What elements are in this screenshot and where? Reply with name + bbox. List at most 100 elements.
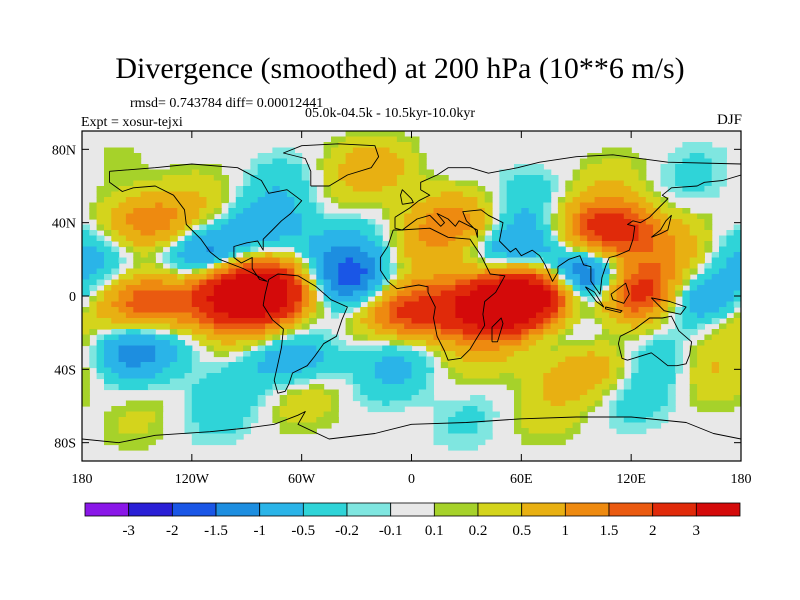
field-cell bbox=[82, 389, 90, 396]
field-cell bbox=[704, 268, 720, 275]
colorbar-swatch bbox=[521, 502, 566, 517]
field-cell bbox=[623, 180, 647, 187]
field-cell bbox=[536, 219, 544, 226]
field-cell bbox=[543, 384, 596, 391]
field-cell bbox=[579, 164, 588, 171]
field-cell bbox=[323, 263, 339, 270]
field-cell bbox=[689, 224, 705, 231]
field-cell bbox=[82, 323, 171, 330]
field-cell bbox=[360, 384, 427, 391]
field-cell bbox=[462, 356, 508, 363]
field-cell bbox=[96, 312, 127, 319]
field-cell bbox=[82, 312, 98, 319]
field-cell bbox=[631, 378, 676, 385]
field-cell bbox=[133, 252, 142, 259]
field-cell bbox=[719, 323, 727, 330]
field-cell bbox=[675, 147, 727, 154]
field-cell bbox=[184, 279, 200, 286]
field-cell bbox=[111, 208, 134, 215]
field-cell bbox=[323, 175, 339, 182]
field-cell bbox=[279, 400, 288, 407]
field-cell bbox=[418, 158, 427, 165]
field-cell bbox=[191, 384, 273, 391]
field-cell bbox=[374, 373, 413, 380]
field-cell bbox=[352, 186, 383, 193]
field-cell bbox=[477, 263, 508, 270]
field-cell bbox=[111, 230, 120, 237]
x-tick-label: 0 bbox=[408, 472, 415, 487]
field-cell bbox=[704, 186, 720, 193]
field-cell bbox=[616, 301, 625, 308]
field-cell bbox=[177, 252, 230, 259]
field-cell bbox=[697, 395, 735, 402]
field-cell bbox=[601, 147, 632, 154]
field-cell bbox=[638, 307, 654, 314]
colorbar-label: 2 bbox=[649, 523, 657, 539]
field-cell bbox=[213, 208, 222, 215]
colorbar-label: 3 bbox=[693, 523, 701, 539]
field-cell bbox=[719, 268, 741, 275]
field-cell bbox=[331, 400, 339, 407]
field-cell bbox=[682, 279, 691, 286]
field-cell bbox=[396, 268, 413, 275]
field-cell bbox=[331, 395, 339, 402]
field-cell bbox=[191, 301, 215, 308]
field-cell bbox=[455, 340, 522, 347]
field-cell bbox=[309, 235, 369, 242]
field-cell bbox=[374, 296, 383, 303]
field-cell bbox=[579, 279, 596, 286]
field-cell bbox=[169, 378, 200, 385]
field-cell bbox=[697, 235, 713, 242]
field-cell bbox=[675, 307, 683, 314]
field-cell bbox=[653, 307, 669, 314]
x-tick-label: 60E bbox=[510, 472, 533, 487]
field-cell bbox=[389, 268, 398, 275]
field-cell bbox=[667, 213, 698, 220]
field-cell bbox=[272, 318, 281, 325]
field-cell bbox=[279, 428, 317, 435]
field-cell bbox=[360, 279, 369, 286]
field-cell bbox=[433, 351, 442, 358]
coastline bbox=[585, 286, 605, 308]
field-cell bbox=[331, 191, 442, 198]
field-cell bbox=[111, 191, 142, 198]
field-cell bbox=[543, 389, 588, 396]
field-cell bbox=[169, 235, 178, 242]
field-cell bbox=[557, 340, 596, 347]
field-cell bbox=[309, 384, 325, 391]
field-cell bbox=[543, 257, 559, 264]
field-cell bbox=[689, 389, 698, 396]
field-cell bbox=[536, 252, 588, 259]
field-cell bbox=[96, 202, 120, 209]
field-cell bbox=[294, 334, 325, 341]
field-cell bbox=[675, 252, 698, 259]
field-cell bbox=[653, 191, 661, 198]
field-cell bbox=[543, 395, 581, 402]
field-cell bbox=[104, 439, 156, 446]
field-cell bbox=[279, 406, 332, 413]
field-cell bbox=[279, 274, 295, 281]
field-cell bbox=[426, 356, 434, 363]
field-cell bbox=[243, 345, 251, 352]
field-cell bbox=[345, 318, 354, 325]
field-cell bbox=[660, 274, 676, 281]
field-cell bbox=[616, 285, 625, 292]
field-cell bbox=[572, 268, 596, 275]
field-cell bbox=[235, 257, 251, 264]
field-cell bbox=[243, 191, 266, 198]
field-cell bbox=[228, 202, 237, 209]
field-cell bbox=[653, 411, 669, 418]
field-cell bbox=[404, 219, 427, 226]
field-cell bbox=[301, 318, 310, 325]
field-cell bbox=[594, 268, 610, 275]
coastline bbox=[282, 143, 380, 187]
field-cell bbox=[470, 224, 486, 231]
field-cell bbox=[682, 142, 713, 149]
field-cell bbox=[279, 345, 317, 352]
field-cell bbox=[609, 362, 625, 369]
field-cell bbox=[623, 384, 632, 391]
field-cell bbox=[697, 340, 705, 347]
field-cell bbox=[711, 329, 720, 336]
field-cell bbox=[265, 323, 281, 330]
